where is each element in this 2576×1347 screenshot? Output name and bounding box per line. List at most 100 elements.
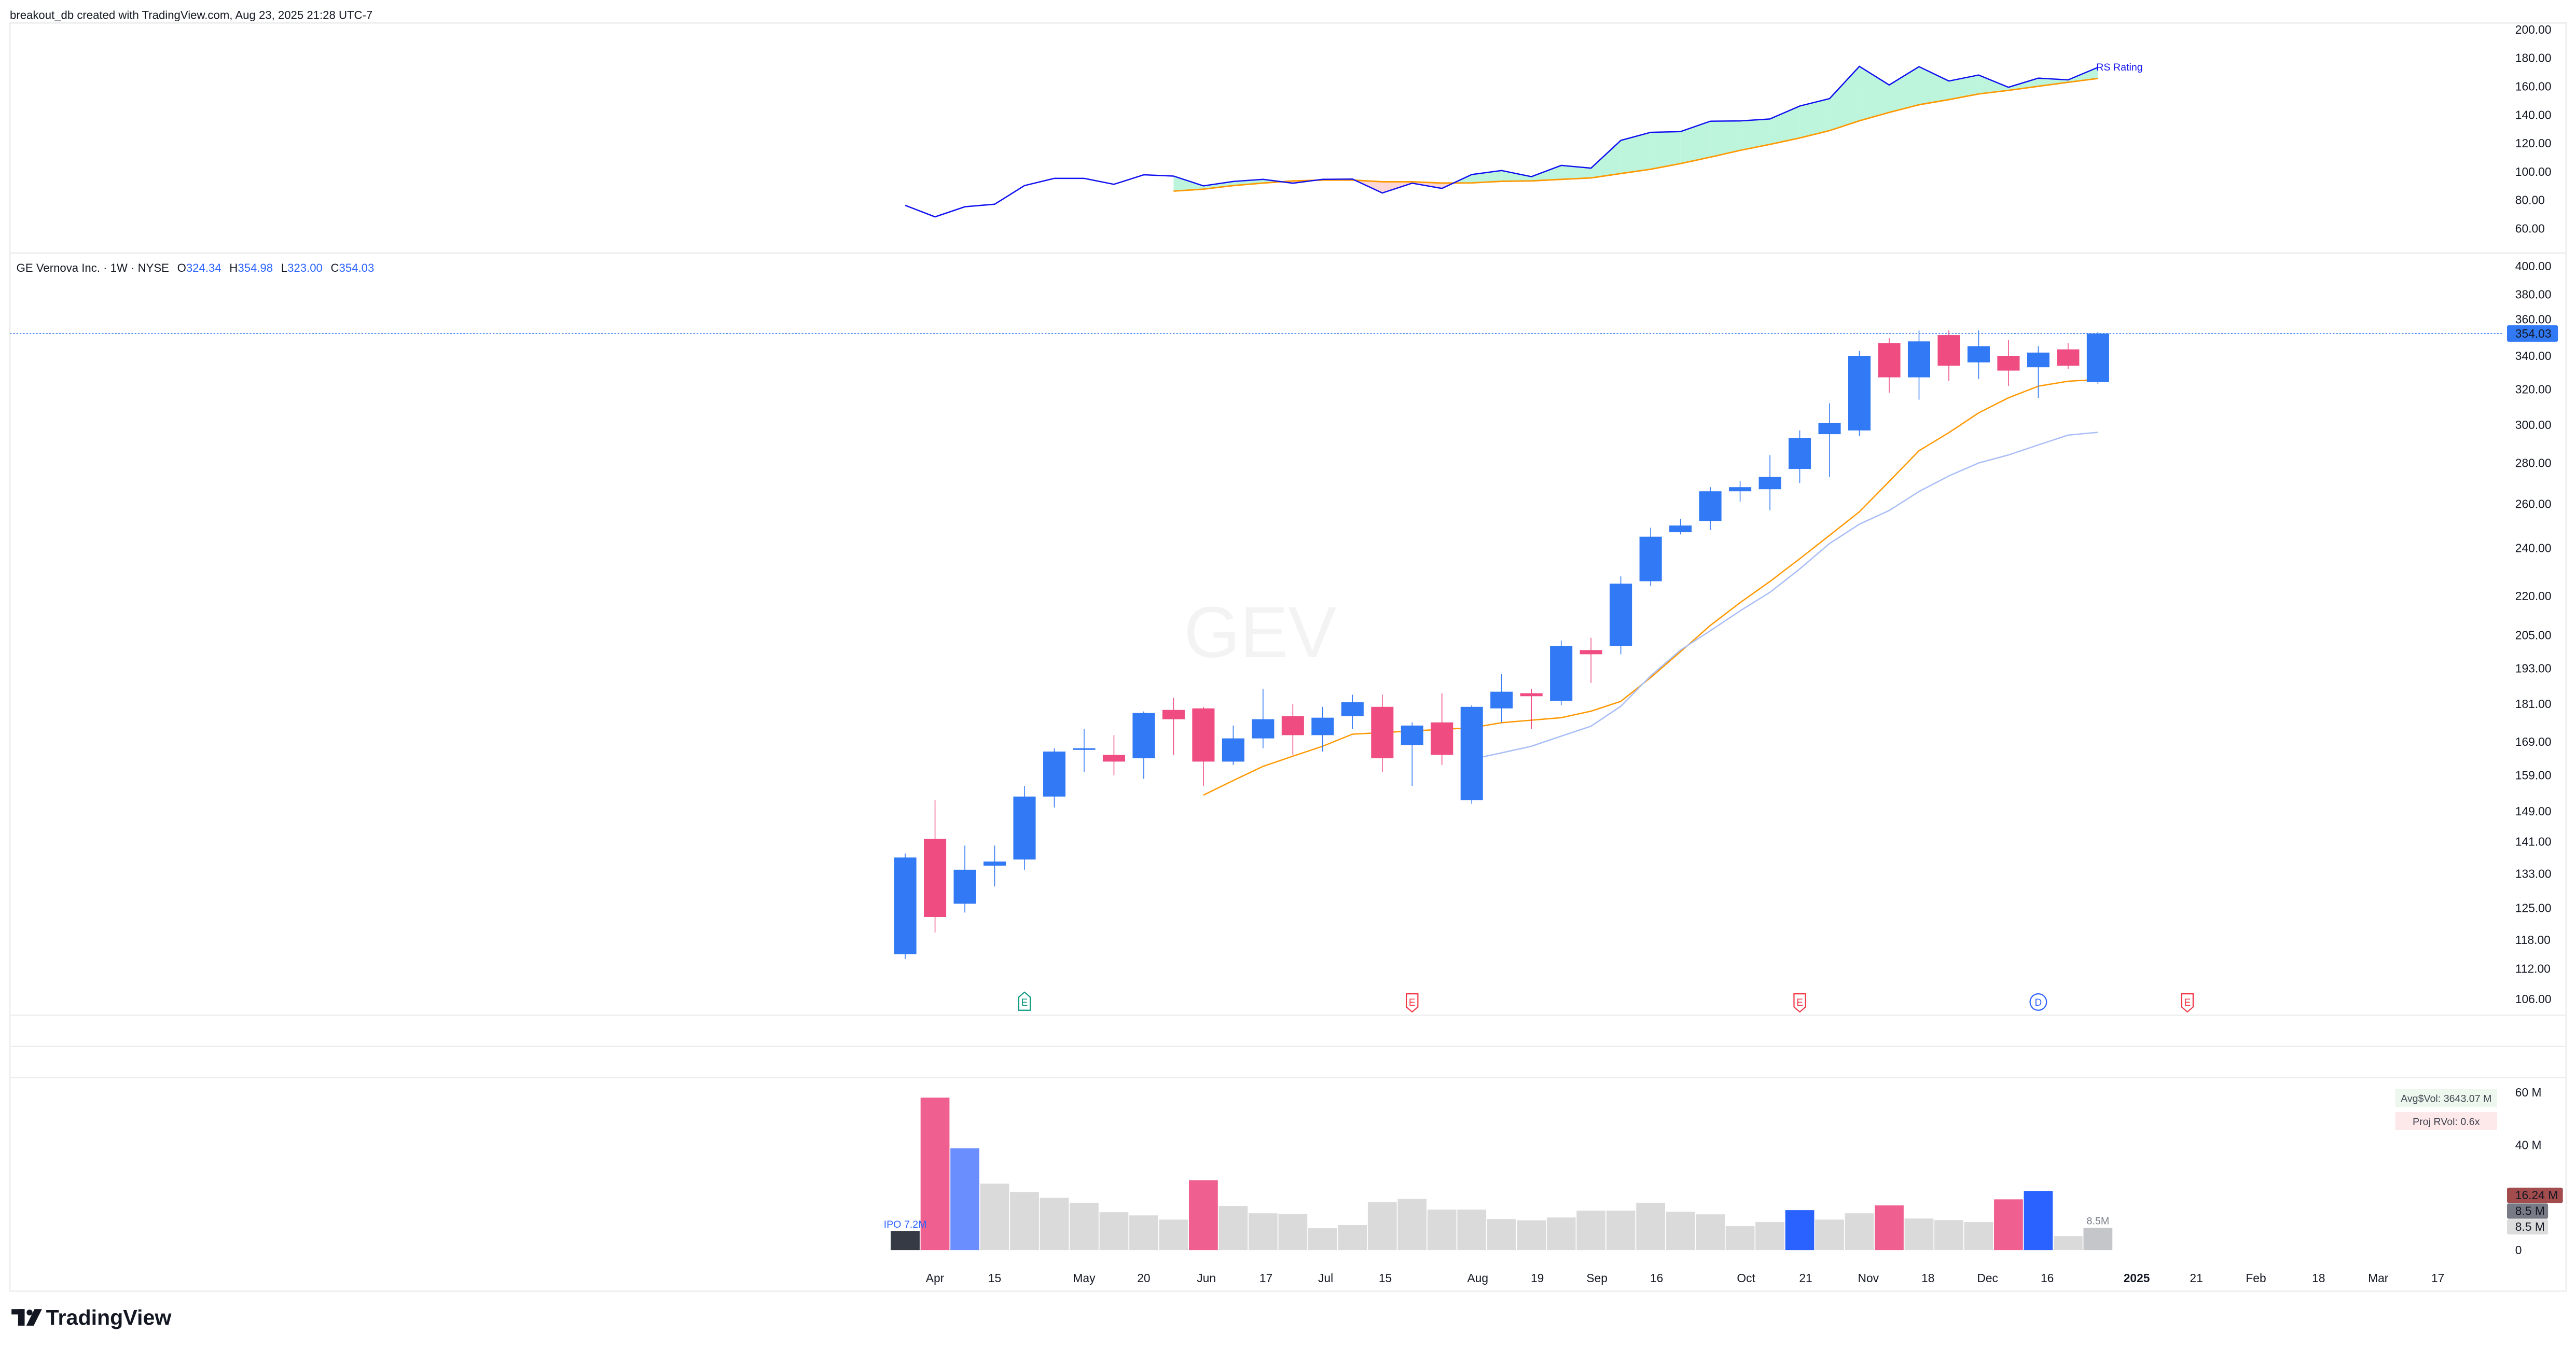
candle — [1729, 481, 1752, 502]
time-axis-tick-label: Apr — [926, 1271, 945, 1285]
price-axis-tick-label: 360.00 — [2515, 312, 2552, 326]
rs-fill-area — [1651, 131, 1681, 170]
tradingview-logo[interactable]: TradingView — [11, 1306, 172, 1329]
event-marker-shape — [1793, 993, 1806, 1013]
rs-rating-pane[interactable]: 200.00 180.00 160.00 140.00 120.00 100.00 80.0… — [905, 23, 2552, 235]
candle-body — [1729, 487, 1752, 492]
current-volume-label: 8.5M — [2087, 1216, 2110, 1227]
candle — [1341, 695, 1364, 729]
time-axis-tick-label: 18 — [2312, 1271, 2325, 1285]
rs-fill-area — [1531, 165, 1561, 181]
rs-fill-area — [1740, 119, 1770, 150]
candle — [983, 845, 1006, 887]
rs-fill-area — [1919, 66, 1949, 105]
candle — [1610, 576, 1632, 655]
close-label: C — [331, 261, 339, 274]
volume-bar — [1696, 1214, 1725, 1251]
symbol-name: GE Vernova Inc. · 1W · NYSE — [17, 261, 169, 274]
proj-rvol-text: Proj RVol: 0.6x — [2413, 1116, 2480, 1128]
volume-bar — [1218, 1206, 1248, 1251]
candle-body — [1699, 491, 1722, 521]
volume-bar — [1934, 1220, 1963, 1251]
tradingview-logo-text: TradingView — [46, 1306, 172, 1329]
candle — [1132, 711, 1155, 779]
avg-dollar-volume-text: Avg$Vol: 3643.07 M — [2401, 1093, 2491, 1104]
close-value: 354.03 — [339, 261, 375, 274]
candle-body — [1222, 738, 1244, 762]
time-axis-tick-label: Aug — [1467, 1271, 1488, 1285]
high-label: H — [229, 261, 238, 274]
rs-fill-area — [1561, 165, 1591, 179]
last-price-label: 354.03 — [2515, 327, 2552, 340]
volume-pane[interactable]: 60 M 40 M 0 IPO 7.2M 8.5M 16.24 M 8.5 M 8.5 M — [884, 1086, 2563, 1257]
candle-body — [894, 857, 917, 954]
time-axis-tick-label: 19 — [1531, 1271, 1544, 1285]
rs-axis-tick-label: 100.00 — [2515, 165, 2552, 178]
volume-bar — [1338, 1225, 1367, 1251]
candle-body — [1281, 716, 1304, 735]
volume-bar — [1755, 1221, 1784, 1251]
rs-fill-area — [1978, 75, 2009, 94]
price-axis-tick-label: 340.00 — [2515, 349, 2552, 363]
rs-rating-label: RS Rating — [2096, 62, 2142, 73]
price-pane[interactable]: 400.00 380.00 360.00 340.00 320.00 300.00 280.… — [10, 259, 2558, 1013]
volume-bar — [1546, 1217, 1576, 1251]
time-axis[interactable]: Apr 15 May 20 Jun 17 Jul 15 Aug 19 Sep 16 Oct 21 Nov 18… — [926, 1271, 2445, 1285]
volume-axis-tick-label: 40 M — [2515, 1138, 2542, 1151]
volume-bar — [1725, 1226, 1755, 1251]
time-axis-tick-label: 16 — [1650, 1271, 1663, 1285]
volume-bar — [1636, 1202, 1666, 1251]
candle-body — [1311, 717, 1334, 735]
candle-body — [1073, 748, 1096, 750]
rs-axis-tick-label: 200.00 — [2515, 23, 2552, 36]
time-axis-tick-label: Jun — [1197, 1271, 1216, 1285]
volume-bar — [950, 1148, 979, 1251]
candle — [1013, 786, 1036, 870]
time-axis-tick-label: 18 — [1921, 1271, 1934, 1285]
volume-bar — [1994, 1199, 2023, 1251]
candle — [1967, 330, 1990, 379]
candle-body — [1192, 708, 1215, 762]
price-axis-tick-label: 125.00 — [2515, 901, 2552, 915]
candle — [1102, 735, 1125, 775]
candle-body — [1610, 584, 1632, 646]
low-value: 323.00 — [287, 261, 323, 274]
event-marker-letter: E — [2184, 997, 2191, 1008]
volume-scale-label: 8.5 M — [2515, 1204, 2545, 1217]
candle-body — [983, 862, 1006, 866]
event-marker-shape — [2029, 993, 2047, 1011]
price-axis-tick-label: 300.00 — [2515, 418, 2552, 432]
candle-body — [1818, 423, 1841, 435]
rs-fill-area — [1591, 140, 1621, 178]
candle-body — [1341, 702, 1364, 716]
price-axis-tick-label: 169.00 — [2515, 735, 2552, 748]
candle — [1222, 725, 1244, 765]
candle — [1997, 340, 2020, 386]
candle-body — [953, 869, 976, 904]
candle — [2027, 346, 2049, 398]
candle-body — [1878, 343, 1901, 378]
candle — [1907, 330, 1931, 400]
candle — [1311, 706, 1334, 752]
high-value: 354.98 — [238, 261, 273, 274]
volume-bar — [1040, 1198, 1069, 1251]
time-axis-tick-label: Sep — [1586, 1271, 1608, 1285]
earnings-event-icon: E — [1793, 993, 1806, 1013]
dividend-event-icon: D — [2029, 993, 2047, 1011]
candle-body — [1848, 356, 1871, 431]
rs-fill-area — [1770, 106, 1800, 145]
rs-fill-area — [2008, 78, 2039, 91]
rs-fill-area — [1799, 99, 1830, 138]
volume-bar — [980, 1183, 1009, 1251]
symbol-legend: GE Vernova Inc. · 1W · NYSE O324.34 H354… — [17, 261, 375, 274]
time-axis-tick-label: 21 — [2190, 1271, 2203, 1285]
time-axis-tick-label: 2025 — [2124, 1271, 2150, 1285]
rs-fill-area — [1173, 176, 1203, 191]
volume-bar — [2054, 1236, 2083, 1251]
candle-body — [1580, 650, 1602, 655]
rs-rating-line — [905, 65, 2098, 218]
time-axis-tick-label: 21 — [1799, 1271, 1812, 1285]
volume-bar — [891, 1231, 920, 1251]
volume-bar — [1010, 1192, 1039, 1251]
volume-bar — [1308, 1228, 1337, 1251]
